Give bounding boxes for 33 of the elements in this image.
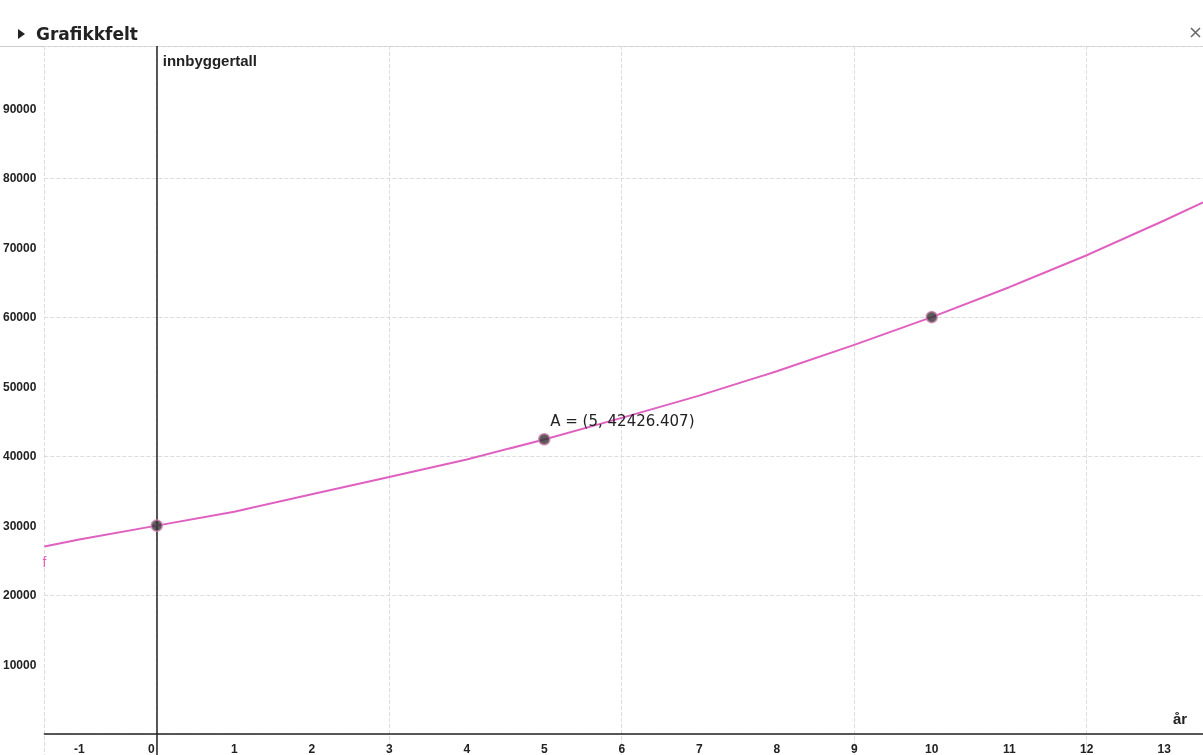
x-tick-label: 9 — [850, 742, 858, 755]
y-tick-label: 70000 — [2, 240, 37, 255]
line-series — [43, 201, 1203, 548]
y-tick-label: 50000 — [2, 379, 37, 394]
point — [925, 310, 938, 324]
x-tick-label: -1 — [73, 742, 85, 755]
x-axis-title: år — [1173, 710, 1188, 728]
y-axis-title: innbyggertall — [162, 52, 257, 69]
y-tick-label: 60000 — [2, 310, 37, 325]
y-tick-label: 40000 — [2, 449, 37, 464]
x-tick-label: 2 — [308, 742, 316, 755]
x-tick-label: 10 — [925, 742, 939, 755]
y-tick-label: 20000 — [2, 588, 37, 603]
x-tick-label: 13 — [1157, 742, 1172, 755]
x-tick-label: 6 — [618, 742, 626, 755]
y-tick-label: 90000 — [2, 101, 37, 116]
annotation: A = (5, 42426.407) — [550, 411, 695, 430]
x-tick-label: 1 — [230, 742, 238, 755]
x-tick-label: 12 — [1080, 742, 1094, 755]
x-tick-label: 3 — [385, 742, 393, 755]
x-tick-label: 11 — [1002, 742, 1016, 755]
y-tick-label: 30000 — [2, 518, 37, 533]
y-tick-label: 10000 — [2, 657, 37, 672]
series-label: f — [42, 554, 47, 571]
point — [538, 432, 551, 446]
x-tick-label: 5 — [540, 742, 548, 755]
point — [150, 519, 163, 532]
x-tick-label: 8 — [773, 742, 781, 755]
x-tick-label: 4 — [463, 742, 471, 755]
chart-title: Grafikkfelt — [36, 24, 138, 44]
y-tick-label: 80000 — [2, 171, 37, 186]
x-tick-label: 7 — [695, 742, 703, 755]
x-tick-label: 0 — [147, 742, 155, 755]
